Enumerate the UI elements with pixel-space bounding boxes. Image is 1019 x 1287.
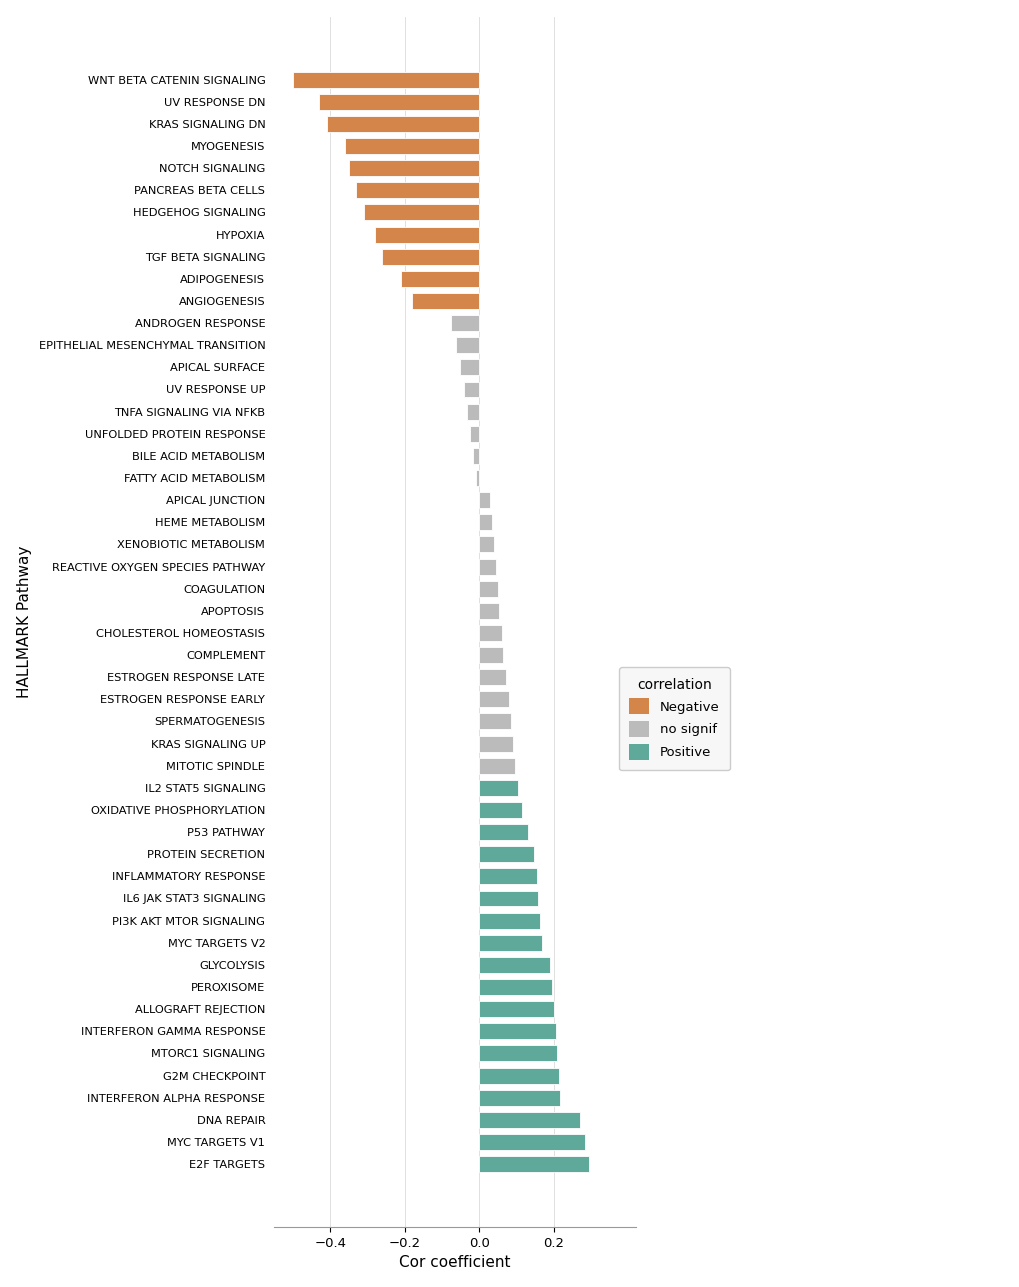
- Bar: [479, 1001, 553, 1017]
- Bar: [479, 691, 508, 708]
- Bar: [470, 426, 479, 441]
- Bar: [479, 647, 503, 663]
- Bar: [382, 248, 479, 265]
- Bar: [356, 183, 479, 198]
- Bar: [412, 293, 479, 309]
- Bar: [463, 381, 479, 398]
- Bar: [479, 1134, 585, 1149]
- Bar: [319, 94, 479, 109]
- Bar: [476, 470, 479, 486]
- Bar: [479, 1045, 556, 1062]
- Bar: [479, 537, 493, 552]
- Bar: [479, 847, 534, 862]
- Bar: [344, 138, 479, 154]
- Bar: [479, 824, 527, 840]
- Bar: [479, 891, 537, 906]
- Bar: [479, 559, 495, 574]
- Bar: [479, 1090, 559, 1106]
- Y-axis label: HALLMARK Pathway: HALLMARK Pathway: [16, 546, 32, 698]
- Bar: [479, 780, 518, 795]
- Bar: [479, 515, 492, 530]
- Bar: [326, 116, 479, 131]
- Bar: [364, 205, 479, 220]
- Bar: [479, 1112, 579, 1127]
- X-axis label: Cor coefficient: Cor coefficient: [398, 1255, 511, 1270]
- Bar: [450, 315, 479, 331]
- Bar: [455, 337, 479, 353]
- Bar: [460, 359, 479, 376]
- Bar: [375, 227, 479, 242]
- Bar: [479, 1068, 558, 1084]
- Bar: [467, 404, 479, 420]
- Bar: [479, 979, 551, 995]
- Bar: [479, 958, 549, 973]
- Bar: [479, 934, 542, 951]
- Bar: [479, 602, 498, 619]
- Bar: [400, 270, 479, 287]
- Bar: [479, 802, 522, 819]
- Bar: [479, 736, 513, 752]
- Bar: [479, 1156, 588, 1172]
- Legend: Negative, no signif, Positive: Negative, no signif, Positive: [619, 667, 730, 771]
- Bar: [479, 580, 497, 597]
- Bar: [348, 160, 479, 176]
- Bar: [292, 72, 479, 88]
- Bar: [479, 669, 505, 685]
- Bar: [479, 758, 514, 773]
- Bar: [479, 713, 511, 730]
- Bar: [479, 492, 490, 508]
- Bar: [473, 448, 479, 463]
- Bar: [479, 625, 501, 641]
- Bar: [479, 869, 536, 884]
- Bar: [479, 1023, 555, 1039]
- Bar: [479, 912, 539, 929]
